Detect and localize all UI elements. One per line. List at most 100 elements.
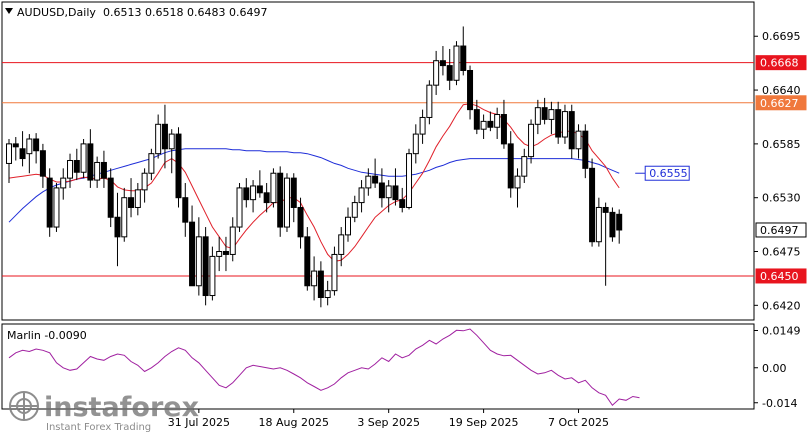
candle-body [616, 213, 623, 231]
x-tick-label: 31 Jul 2025 [168, 416, 230, 429]
candle [399, 187, 406, 213]
candle [460, 26, 467, 76]
osc-tick-label: 0.0149 [762, 325, 801, 338]
candle [80, 138, 87, 179]
candle-body [399, 199, 406, 208]
candle-body [229, 226, 236, 255]
candle-body [297, 206, 304, 238]
candle-body [426, 84, 433, 118]
candle-body [114, 216, 121, 238]
price-tags: 0.6668 0.6627 0.6450 0.6497 0.6555 [635, 55, 807, 284]
y-tick-label: 0.6585 [762, 138, 801, 151]
candle [568, 104, 575, 159]
candle-body [351, 202, 358, 218]
candle [161, 104, 168, 169]
candle [609, 207, 616, 242]
candle-body [317, 270, 324, 298]
candle [548, 101, 555, 135]
candle-body [80, 143, 87, 173]
candle-body [128, 197, 135, 208]
candle [616, 209, 623, 244]
candle [378, 168, 385, 208]
candle [358, 180, 365, 213]
candle [480, 114, 487, 139]
level-tag-2-box [755, 268, 807, 284]
candle-body [514, 175, 521, 189]
candle [582, 124, 589, 179]
osc-tick-label: 0.00 [762, 362, 787, 375]
candle-body [256, 185, 263, 194]
candle-body [283, 177, 290, 228]
candle-body [222, 251, 229, 255]
x-tick-label: 7 Oct 2025 [548, 416, 609, 429]
chart-title: AUDUSD,Daily [17, 6, 96, 19]
candle [290, 173, 297, 223]
candle [114, 192, 121, 267]
y-tick-label: 0.6475 [762, 246, 801, 259]
candle-body [94, 161, 101, 181]
candle-body [433, 60, 440, 86]
candles [6, 26, 623, 308]
candle [331, 246, 338, 296]
candle [19, 131, 26, 167]
candle-body [304, 236, 311, 287]
candle-body [60, 177, 67, 189]
candle [419, 109, 426, 144]
candle [433, 50, 440, 95]
candle [439, 46, 446, 76]
candle-body [270, 172, 277, 204]
osc-tick-label: -0.014 [762, 397, 797, 410]
candle-body [209, 255, 216, 297]
candle [270, 168, 277, 208]
y-tick-label: 0.6530 [762, 192, 801, 205]
level-tag-0: 0.6668 [760, 57, 799, 70]
candle [317, 261, 324, 308]
candle-body [385, 185, 392, 199]
candle-body [548, 109, 555, 120]
candle-body [311, 270, 318, 287]
candle [473, 99, 480, 135]
candle [589, 158, 596, 247]
candle-body [345, 216, 351, 236]
candle-body [33, 138, 40, 152]
candle [100, 150, 107, 188]
y-tick-label: 0.6420 [762, 299, 801, 312]
candle [555, 101, 562, 144]
candle [412, 124, 419, 164]
candle-body [67, 160, 74, 179]
candle [256, 170, 263, 198]
candle [528, 119, 535, 164]
candle-body [446, 65, 453, 81]
candle-body [324, 290, 331, 298]
candle-body [39, 150, 46, 177]
candle [283, 173, 290, 232]
candle [521, 148, 528, 184]
candle [33, 133, 40, 164]
candle [514, 168, 521, 208]
candle-body [26, 138, 33, 155]
candle [46, 168, 53, 237]
candle [209, 246, 216, 301]
candle [222, 236, 229, 272]
candle [141, 168, 148, 203]
candle [575, 124, 582, 159]
candle [345, 207, 351, 242]
candle [87, 129, 94, 188]
level-tag-0-box [755, 55, 807, 71]
dropdown-triangle-icon[interactable] [5, 8, 13, 14]
candle-body [263, 192, 270, 204]
candle-body [358, 187, 365, 204]
candle [189, 205, 196, 287]
candle [195, 217, 202, 296]
candle [541, 97, 548, 125]
instaforex-logo [9, 391, 39, 421]
candle [311, 256, 318, 301]
candle [229, 217, 236, 262]
candle-body [236, 187, 243, 228]
candle-body [561, 111, 568, 138]
candle [406, 148, 413, 210]
candle [297, 197, 304, 249]
candle-body [467, 69, 474, 111]
watermark-tagline: Instant Forex Trading [46, 422, 151, 433]
